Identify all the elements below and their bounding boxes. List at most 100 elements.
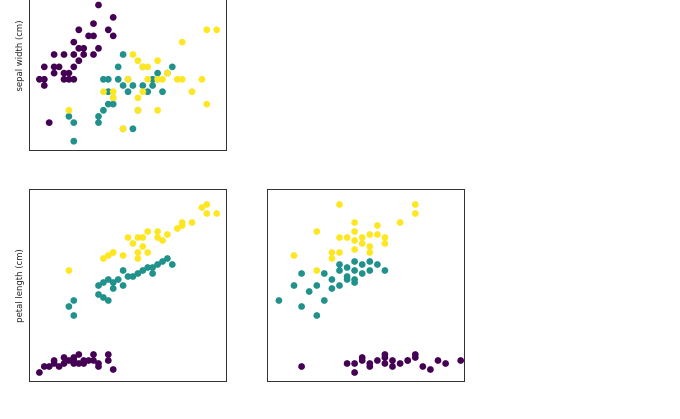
virginica-point — [134, 234, 142, 241]
points-group — [275, 201, 465, 376]
versicolor-point — [70, 119, 78, 126]
versicolor-point — [343, 264, 351, 271]
setosa-point — [351, 369, 358, 376]
virginica-point — [374, 222, 381, 229]
virginica-point — [313, 267, 321, 274]
virginica-point — [154, 228, 162, 235]
setosa-point — [50, 63, 58, 71]
versicolor-point — [168, 63, 176, 71]
virginica-point — [139, 88, 147, 96]
setosa-point — [90, 20, 97, 27]
virginica-point — [328, 255, 336, 262]
setosa-point — [65, 75, 73, 83]
versicolor-point — [119, 51, 127, 58]
virginica-point — [119, 125, 127, 133]
axes-frame — [29, 189, 227, 382]
setosa-point — [351, 360, 358, 367]
virginica-point — [154, 234, 162, 241]
versicolor-point — [119, 82, 127, 89]
virginica-point — [178, 38, 186, 46]
setosa-point — [70, 63, 78, 71]
versicolor-point — [104, 100, 112, 108]
virginica-point — [173, 75, 181, 83]
virginica-point — [173, 225, 181, 232]
setosa-point — [65, 69, 73, 77]
versicolor-point — [100, 106, 107, 114]
versicolor-point — [336, 282, 343, 289]
setosa-point — [70, 75, 78, 83]
setosa-point — [90, 51, 97, 58]
versicolor-point — [119, 267, 127, 274]
versicolor-point — [343, 273, 351, 280]
virginica-point — [164, 231, 171, 238]
versicolor-point — [154, 261, 162, 268]
setosa-point — [75, 57, 83, 65]
setosa-point — [60, 354, 68, 361]
versicolor-point — [336, 267, 343, 274]
panel-petal-length-vs-sepal-width — [267, 189, 465, 382]
virginica-point — [198, 204, 206, 211]
setosa-point — [389, 357, 396, 364]
versicolor-point — [149, 264, 157, 271]
virginica-point — [134, 249, 142, 256]
setosa-point — [404, 357, 412, 364]
virginica-point — [396, 219, 404, 226]
versicolor-point — [70, 312, 78, 319]
setosa-point — [75, 44, 83, 52]
virginica-point — [198, 75, 206, 83]
virginica-point — [178, 75, 186, 83]
setosa-point — [85, 32, 92, 40]
versicolor-point — [336, 261, 343, 268]
virginica-point — [366, 249, 374, 256]
virginica-point — [313, 228, 321, 235]
virginica-point — [109, 249, 117, 256]
virginica-point — [109, 94, 117, 102]
versicolor-point — [100, 294, 107, 301]
virginica-point — [65, 106, 73, 114]
versicolor-point — [298, 303, 305, 310]
virginica-point — [203, 26, 211, 34]
versicolor-point — [168, 261, 176, 268]
virginica-point — [164, 69, 171, 77]
virginica-point — [178, 219, 186, 226]
virginica-point — [124, 75, 132, 83]
virginica-point — [154, 75, 162, 83]
virginica-point — [109, 88, 117, 96]
virginica-point — [159, 75, 166, 83]
virginica-point — [203, 100, 211, 108]
setosa-point — [389, 363, 396, 370]
versicolor-point — [109, 285, 117, 292]
virginica-point — [203, 210, 211, 217]
versicolor-point — [298, 270, 305, 277]
setosa-point — [75, 351, 83, 358]
setosa-point — [80, 44, 88, 52]
setosa-point — [90, 357, 97, 364]
setosa-point — [50, 357, 58, 364]
panel-sepal-width-vs-sepal-length: sepal width (cm) — [15, 0, 227, 151]
virginica-point — [124, 234, 132, 241]
versicolor-point — [374, 261, 381, 268]
setosa-point — [40, 63, 48, 71]
virginica-point — [411, 201, 419, 208]
setosa-point — [104, 351, 112, 358]
setosa-point — [70, 51, 78, 58]
versicolor-point — [109, 279, 117, 286]
versicolor-point — [358, 261, 366, 268]
versicolor-point — [129, 125, 137, 133]
virginica-point — [119, 252, 127, 259]
versicolor-point — [351, 276, 358, 283]
versicolor-point — [114, 75, 122, 83]
setosa-point — [95, 44, 102, 52]
virginica-point — [134, 94, 142, 102]
setosa-point — [95, 1, 102, 9]
setosa-point — [442, 360, 449, 367]
versicolor-point — [114, 276, 122, 283]
versicolor-point — [313, 282, 321, 289]
versicolor-point — [320, 297, 328, 304]
versicolor-point — [104, 88, 112, 96]
versicolor-point — [100, 279, 107, 286]
setosa-point — [85, 357, 92, 364]
setosa-point — [45, 363, 53, 370]
setosa-point — [45, 119, 53, 126]
